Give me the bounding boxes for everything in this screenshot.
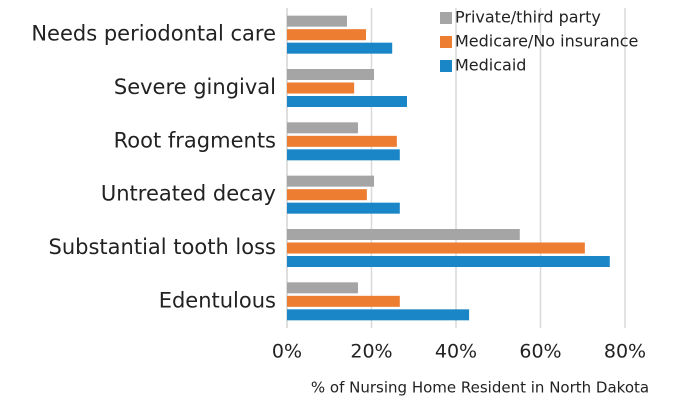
bar: [287, 256, 610, 267]
y-tick-label: Root fragments: [114, 128, 276, 152]
legend-swatch: [440, 36, 452, 48]
y-tick-label: Needs periodontal care: [31, 22, 276, 46]
y-tick-label: Edentulous: [159, 288, 276, 312]
legend-label: Private/third party: [455, 8, 601, 27]
bar: [287, 309, 470, 321]
x-tick-label: 0%: [272, 341, 302, 363]
x-tick-label: 80%: [604, 341, 646, 363]
bar: [287, 295, 400, 307]
bar: [287, 15, 347, 27]
x-tick-label: 60%: [519, 341, 561, 363]
y-tick-label: Untreated decay: [101, 182, 276, 206]
legend-swatch: [440, 60, 452, 72]
x-tick-label: 40%: [435, 341, 477, 363]
bar: [287, 282, 358, 294]
bar: [287, 69, 375, 80]
legend-label: Medicare/No insurance: [455, 32, 638, 51]
bar: [287, 135, 397, 147]
bar: [287, 229, 520, 240]
bar: [287, 149, 400, 161]
bar: [287, 122, 358, 134]
bar: [287, 42, 393, 54]
bar: [287, 202, 400, 214]
bar: [287, 242, 585, 254]
legend-label: Medicaid: [455, 56, 526, 75]
legend-swatch: [440, 12, 452, 24]
bar: [287, 96, 407, 107]
y-tick-label: Severe gingival: [114, 75, 276, 99]
bar: [287, 189, 367, 201]
bar: [287, 175, 375, 187]
x-axis-title: % of Nursing Home Resident in North Dako…: [311, 379, 649, 397]
y-tick-label: Substantial tooth loss: [49, 235, 276, 259]
bar: [287, 82, 355, 94]
bar: [287, 29, 367, 41]
x-tick-label: 20%: [350, 341, 392, 363]
